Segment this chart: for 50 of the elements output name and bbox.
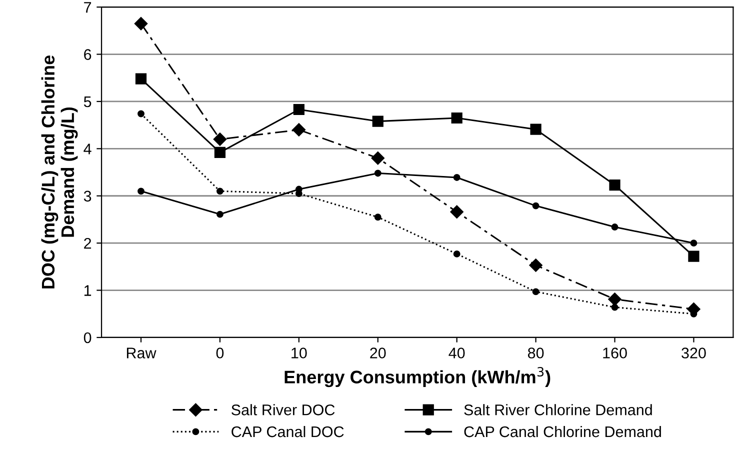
point <box>216 210 224 218</box>
y-tick-label: 4 <box>84 144 92 154</box>
x-tick-label: 160 <box>603 348 627 358</box>
point <box>134 17 148 30</box>
x-tick-label: 320 <box>682 348 706 358</box>
y-tick-label: 5 <box>84 96 92 108</box>
y-tick-label: 2 <box>84 238 92 249</box>
point <box>293 104 304 116</box>
point <box>690 240 698 247</box>
point <box>138 188 144 195</box>
x-axis-title: Energy Consumption (kWh/m$^{3}$) <box>284 367 550 388</box>
x-tick-label: 40 <box>448 348 465 358</box>
y-tick-label: 1 <box>84 285 92 296</box>
point <box>453 174 460 181</box>
point <box>138 110 144 118</box>
point <box>371 152 384 165</box>
legend-label: Salt River Chlorine Demand <box>464 404 652 416</box>
x-tick-label: 10 <box>292 348 307 358</box>
y-tick-label: 3 <box>84 190 92 202</box>
y-tick-label: 7 <box>84 2 92 13</box>
legend-label: Salt River DOC <box>232 404 335 416</box>
point <box>611 224 618 231</box>
x-tick-label: 20 <box>370 348 386 358</box>
point <box>532 288 540 296</box>
point <box>532 202 540 210</box>
point <box>292 123 306 136</box>
legend-label: CAP Canal Chlorine Demand <box>464 426 661 438</box>
point <box>374 214 382 221</box>
point <box>611 304 618 311</box>
point <box>135 73 147 84</box>
point <box>530 124 542 135</box>
y-axis-title: DOC (mg-C/L) and Chlorine Demand (mg/L) <box>41 56 78 288</box>
point <box>451 112 462 124</box>
point <box>529 258 542 272</box>
point <box>450 205 464 219</box>
point <box>608 292 622 306</box>
y-tick-label: 6 <box>84 49 92 60</box>
x-tick-label: 80 <box>528 348 544 358</box>
point <box>609 179 620 191</box>
y-tick-label: 0 <box>84 332 92 344</box>
point <box>216 188 224 195</box>
point <box>214 146 226 158</box>
x-tick-label: 0 <box>216 348 224 358</box>
point <box>372 116 384 127</box>
point <box>374 170 382 177</box>
legend-label: CAP Canal DOC <box>232 426 344 438</box>
x-tick-label: Raw <box>126 348 156 358</box>
point <box>213 132 227 146</box>
point <box>688 250 700 262</box>
point <box>453 250 460 258</box>
